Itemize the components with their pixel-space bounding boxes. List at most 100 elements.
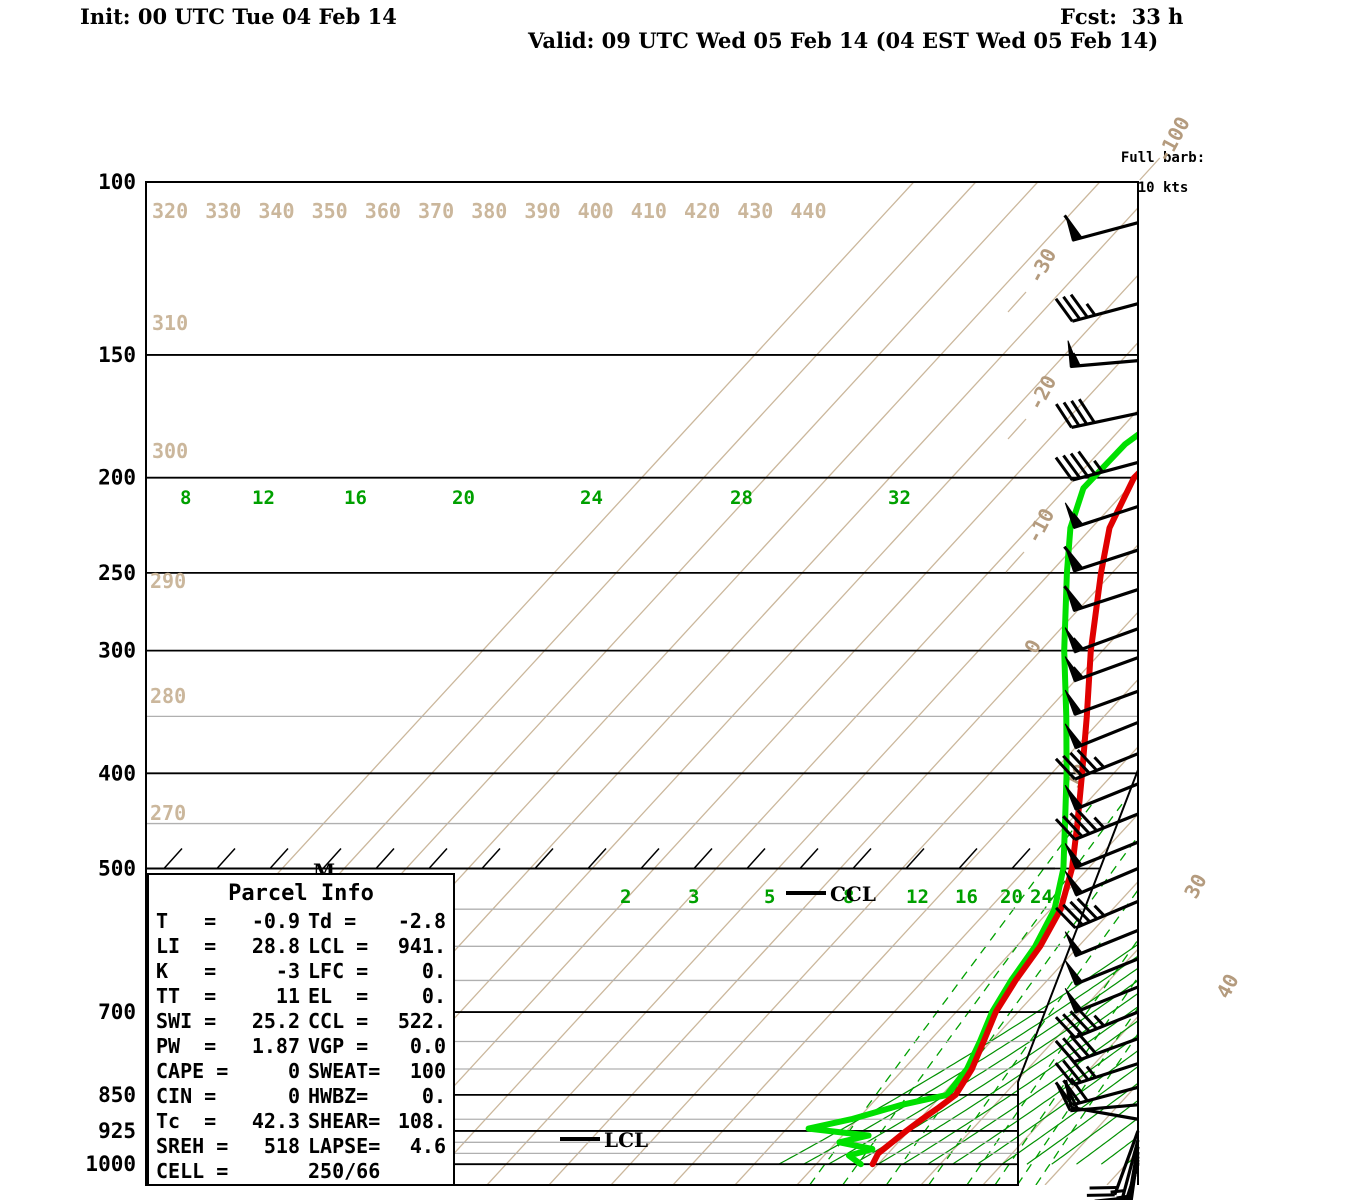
temperature-tick [1007, 418, 1027, 440]
theta-side-label: 270 [150, 801, 186, 825]
parcel-row-label-left: CIN = [156, 1084, 216, 1108]
moist-adiabat-label: 20 [452, 487, 475, 509]
moist-adiabat [927, 1019, 1138, 1165]
isotherm [796, 813, 1138, 1185]
parcel-row-value-left: 0 [288, 1084, 300, 1108]
parcel-row-label-right: Td = [308, 909, 356, 933]
hatch-tick [905, 848, 925, 870]
hatch-tick [534, 848, 554, 870]
pressure-tick-label: 1000 [85, 1152, 136, 1176]
mixing-ratio-label: 3 [688, 886, 699, 908]
wind-barb [1054, 450, 1139, 482]
hatch-tick [587, 848, 607, 870]
wind-barb [1063, 545, 1139, 573]
barb-legend-line2: 10 kts [1137, 180, 1189, 196]
pressure-tick-label: 100 [98, 170, 136, 194]
parcel-info-box: Parcel Info T = -0.9 Td = -2.8 LI = 28.8 LCL = 9… [147, 873, 455, 1186]
parcel-row-label-right: LAPSE= [308, 1134, 380, 1158]
parcel-row-value-right: 108. [398, 1109, 446, 1133]
pressure-tick-label: 150 [98, 343, 136, 367]
pressure-tick-label: 700 [98, 1000, 136, 1024]
parcel-row-label-right: SWEAT= [308, 1059, 380, 1083]
wind-barb [1054, 897, 1139, 930]
temperature-tick [1005, 551, 1025, 573]
parcel-row-label-left: PW = [156, 1034, 216, 1058]
isotherm [548, 543, 1138, 1185]
right-temperature-label: -10 [1021, 504, 1059, 547]
hatch-tick [375, 848, 395, 870]
right-temperature-label: 40 [1211, 970, 1244, 1003]
hatch-tick [322, 848, 342, 870]
pressure-tick-label: 250 [98, 561, 136, 585]
theta-labels: 320 330 340 350 360 370 380 390 400 410 420 430 440 3… [150, 199, 827, 825]
theta-label: 370 [418, 199, 454, 223]
parcel-row-value-left: -0.9 [252, 909, 300, 933]
parcel-row-label-left: SWI = [156, 1009, 216, 1033]
right-temperature-label: 30 [1179, 870, 1212, 903]
theta-label: 350 [312, 199, 348, 223]
moist-adiabat-label: 32 [888, 487, 911, 509]
pressure-tick-label: 925 [98, 1119, 136, 1143]
hatch-tick [852, 848, 872, 870]
wind-barb [1054, 748, 1139, 781]
parcel-row-label-right: EL = [308, 984, 368, 1008]
parcel-row-label-right: LFC = [308, 959, 368, 983]
isotherm [1106, 1150, 1138, 1185]
parcel-row-value-right: 522. [398, 1009, 446, 1033]
wind-barb [1063, 214, 1139, 242]
parcel-row-value-right: 0. [422, 959, 446, 983]
theta-side-label: 300 [152, 439, 188, 463]
moist-adiabat [1125, 1154, 1138, 1165]
hatch-tick [481, 848, 501, 870]
mixing-ratio-label: 20 [1000, 886, 1023, 908]
parcel-row-value-right: 0. [422, 984, 446, 1008]
theta-label: 440 [790, 199, 826, 223]
parcel-row-value-right: 941. [398, 934, 446, 958]
wind-barb [1063, 585, 1139, 613]
theta-label: 410 [631, 199, 667, 223]
moist-adiabat [1076, 1117, 1138, 1165]
level-markers: LCL CCL [560, 882, 876, 1152]
lcl-marker-label: LCL [604, 1128, 648, 1152]
wind-barb [1054, 809, 1139, 841]
pressure-tick-label: 300 [98, 639, 136, 663]
theta-side-label: 310 [152, 311, 188, 335]
parcel-row-value-left: 11 [276, 984, 300, 1008]
parcel-row-value-left: 0 [288, 1059, 300, 1083]
moist-adiabat-label: 24 [580, 487, 603, 509]
moist-adiabat [952, 1034, 1138, 1165]
parcel-info-title: Parcel Info [228, 881, 374, 906]
wind-barb [1064, 720, 1139, 750]
hatch-tick [163, 848, 183, 870]
moist-adiabat-label: 28 [730, 487, 753, 509]
mixing-ratio-lines [809, 803, 1138, 1185]
theta-label: 380 [471, 199, 507, 223]
theta-side-label: 290 [150, 569, 186, 593]
wind-barb [1055, 398, 1139, 430]
pressure-tick-label: 400 [98, 761, 136, 785]
pressure-tick-label: 850 [98, 1083, 136, 1107]
isotherm [610, 611, 1138, 1185]
parcel-row-label-left: SREH = [156, 1134, 228, 1158]
mixing-ratio-label: 24 [1030, 886, 1053, 908]
parcel-row-label-right: VGP = [308, 1034, 368, 1058]
temperature-profile-curve [869, 219, 1138, 1168]
parcel-row-label-right: LCL = [308, 934, 368, 958]
hatch-tick [216, 848, 236, 870]
temperature-tick [1007, 291, 1027, 313]
moist-adiabat [828, 967, 1138, 1165]
mixing-ratio-label: 12 [906, 886, 929, 908]
mixing-ratio-line [1035, 1032, 1138, 1185]
moist-adiabat [852, 979, 1138, 1165]
hatch-tick [640, 848, 660, 870]
hatch-tick [428, 848, 448, 870]
moist-adiabat-labels: 8 12 16 20 24 28 32 [180, 487, 911, 509]
wind-barb [1086, 1130, 1140, 1197]
parcel-row-label-left: LI = [156, 934, 216, 958]
temperature-tick [1139, 157, 1161, 181]
moist-adiabat-label: 8 [180, 487, 191, 509]
valid-time-label: Valid: 09 UTC Wed 05 Feb 14 (04 EST Wed … [528, 28, 1159, 53]
theta-label: 420 [684, 199, 720, 223]
wind-barb [1054, 1007, 1139, 1040]
parcel-row-label-left: CELL = [156, 1159, 228, 1183]
